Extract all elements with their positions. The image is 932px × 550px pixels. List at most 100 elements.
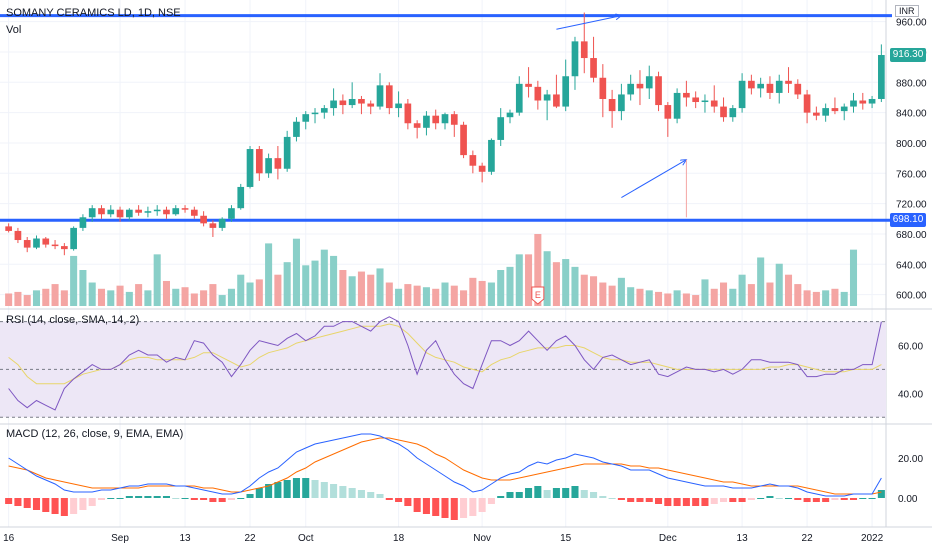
macd-histogram-bar [97,498,106,500]
volume-bar [812,291,820,306]
candle-body [218,218,226,228]
rsi-line [8,316,882,411]
volume-bar [571,266,579,306]
volume-bar [719,282,728,306]
volume-bar [70,255,78,306]
candle-body [116,209,124,218]
macd-histogram-bar [283,480,291,498]
macd-histogram-bar [116,498,124,499]
candle-body [840,106,848,112]
volume-bar [302,265,310,306]
volume-bar [747,284,755,306]
volume-bar [478,280,486,306]
candle-body [645,76,653,89]
volume-bar [274,274,282,306]
support-level-tag: 698.10 [890,213,926,228]
macd-histogram-bar [330,484,338,498]
candle-body [98,208,105,215]
macd-histogram-bar [162,496,171,498]
candle-body [822,108,829,116]
volume-bar [367,274,375,306]
volume-bar [701,279,709,306]
macd-histogram-bar [413,498,421,512]
price-tick-label: 680.00 [896,230,927,241]
time-tick-label: 2022 [861,533,884,544]
volume-bar [209,284,217,306]
volume-bar [97,288,106,306]
volume-bar [135,284,143,306]
volume-bar [599,282,607,306]
macd-histogram-bar [153,496,161,498]
candle-body [543,94,551,101]
volume-bar [42,288,50,306]
macd-histogram-bar [701,498,709,506]
candle-body [237,186,245,209]
macd-histogram-bar [868,498,876,499]
macd-histogram-bar [543,490,551,498]
candle-body [525,83,532,87]
macd-histogram-bar [766,496,774,498]
volume-bar [422,287,430,306]
macd-histogram-bar [608,498,616,499]
candle-body [441,114,449,124]
volume-bar [107,290,115,306]
volume-bar [627,287,635,306]
volume-bar [5,293,13,306]
volume-bar [51,284,59,306]
candle-body [720,106,727,118]
macd-label: MACD (12, 26, close, 9, EMA, EMA) [6,428,184,440]
macd-histogram-bar [172,498,180,499]
macd-histogram-bar [525,488,533,498]
macd-histogram-bar [376,494,384,498]
macd-histogram-bar [422,498,430,514]
candle-body [88,208,96,218]
candle-body [710,100,718,107]
macd-histogram-bar [497,496,505,498]
candle-body [107,209,115,215]
volume-bar [655,291,663,306]
candle-body [580,41,588,59]
volume-bar [543,251,551,306]
candle-body [79,217,87,228]
macd-histogram-bar [636,498,644,502]
volume-bar [357,271,365,306]
price-tick-label: 600.00 [896,291,927,302]
macd-histogram-bar [784,498,793,499]
macd-histogram-bar [617,498,625,500]
candle-body [878,55,885,99]
volume-bar [552,262,560,306]
macd-histogram-bar [562,488,570,498]
volume-bar [525,254,533,306]
macd-line [8,433,882,497]
macd-histogram-bar [385,498,393,500]
macd-histogram-bar [181,498,189,499]
time-tick-label: Nov [473,533,491,544]
candle-body [673,92,681,119]
macd-histogram-bar [599,496,607,498]
candle-body [265,158,272,174]
volume-bar [590,276,598,306]
volume-bar [311,260,319,306]
macd-histogram-bar [747,498,755,500]
candle-body [153,209,161,212]
time-tick-label: 13 [737,533,749,544]
candle-body [664,105,672,119]
macd-histogram-bar [627,498,635,502]
macd-histogram-bar [831,498,839,500]
macd-histogram-bar [255,488,263,498]
price-tick-label: 640.00 [896,260,927,271]
volume-bar [775,263,783,306]
volume-bar [32,290,41,306]
candle-series [5,12,885,256]
macd-histogram-bar [692,498,700,506]
candle-body [14,230,22,241]
macd-histogram-bar [673,498,681,506]
candle-body [423,115,430,128]
volume-label: Vol [6,24,22,36]
macd-histogram-bar [775,498,783,499]
time-tick-label: 16 [3,533,15,544]
volume-bar [413,285,421,306]
macd-histogram-bar [274,482,282,498]
candle-body [61,246,68,250]
volume-bar [729,288,737,306]
